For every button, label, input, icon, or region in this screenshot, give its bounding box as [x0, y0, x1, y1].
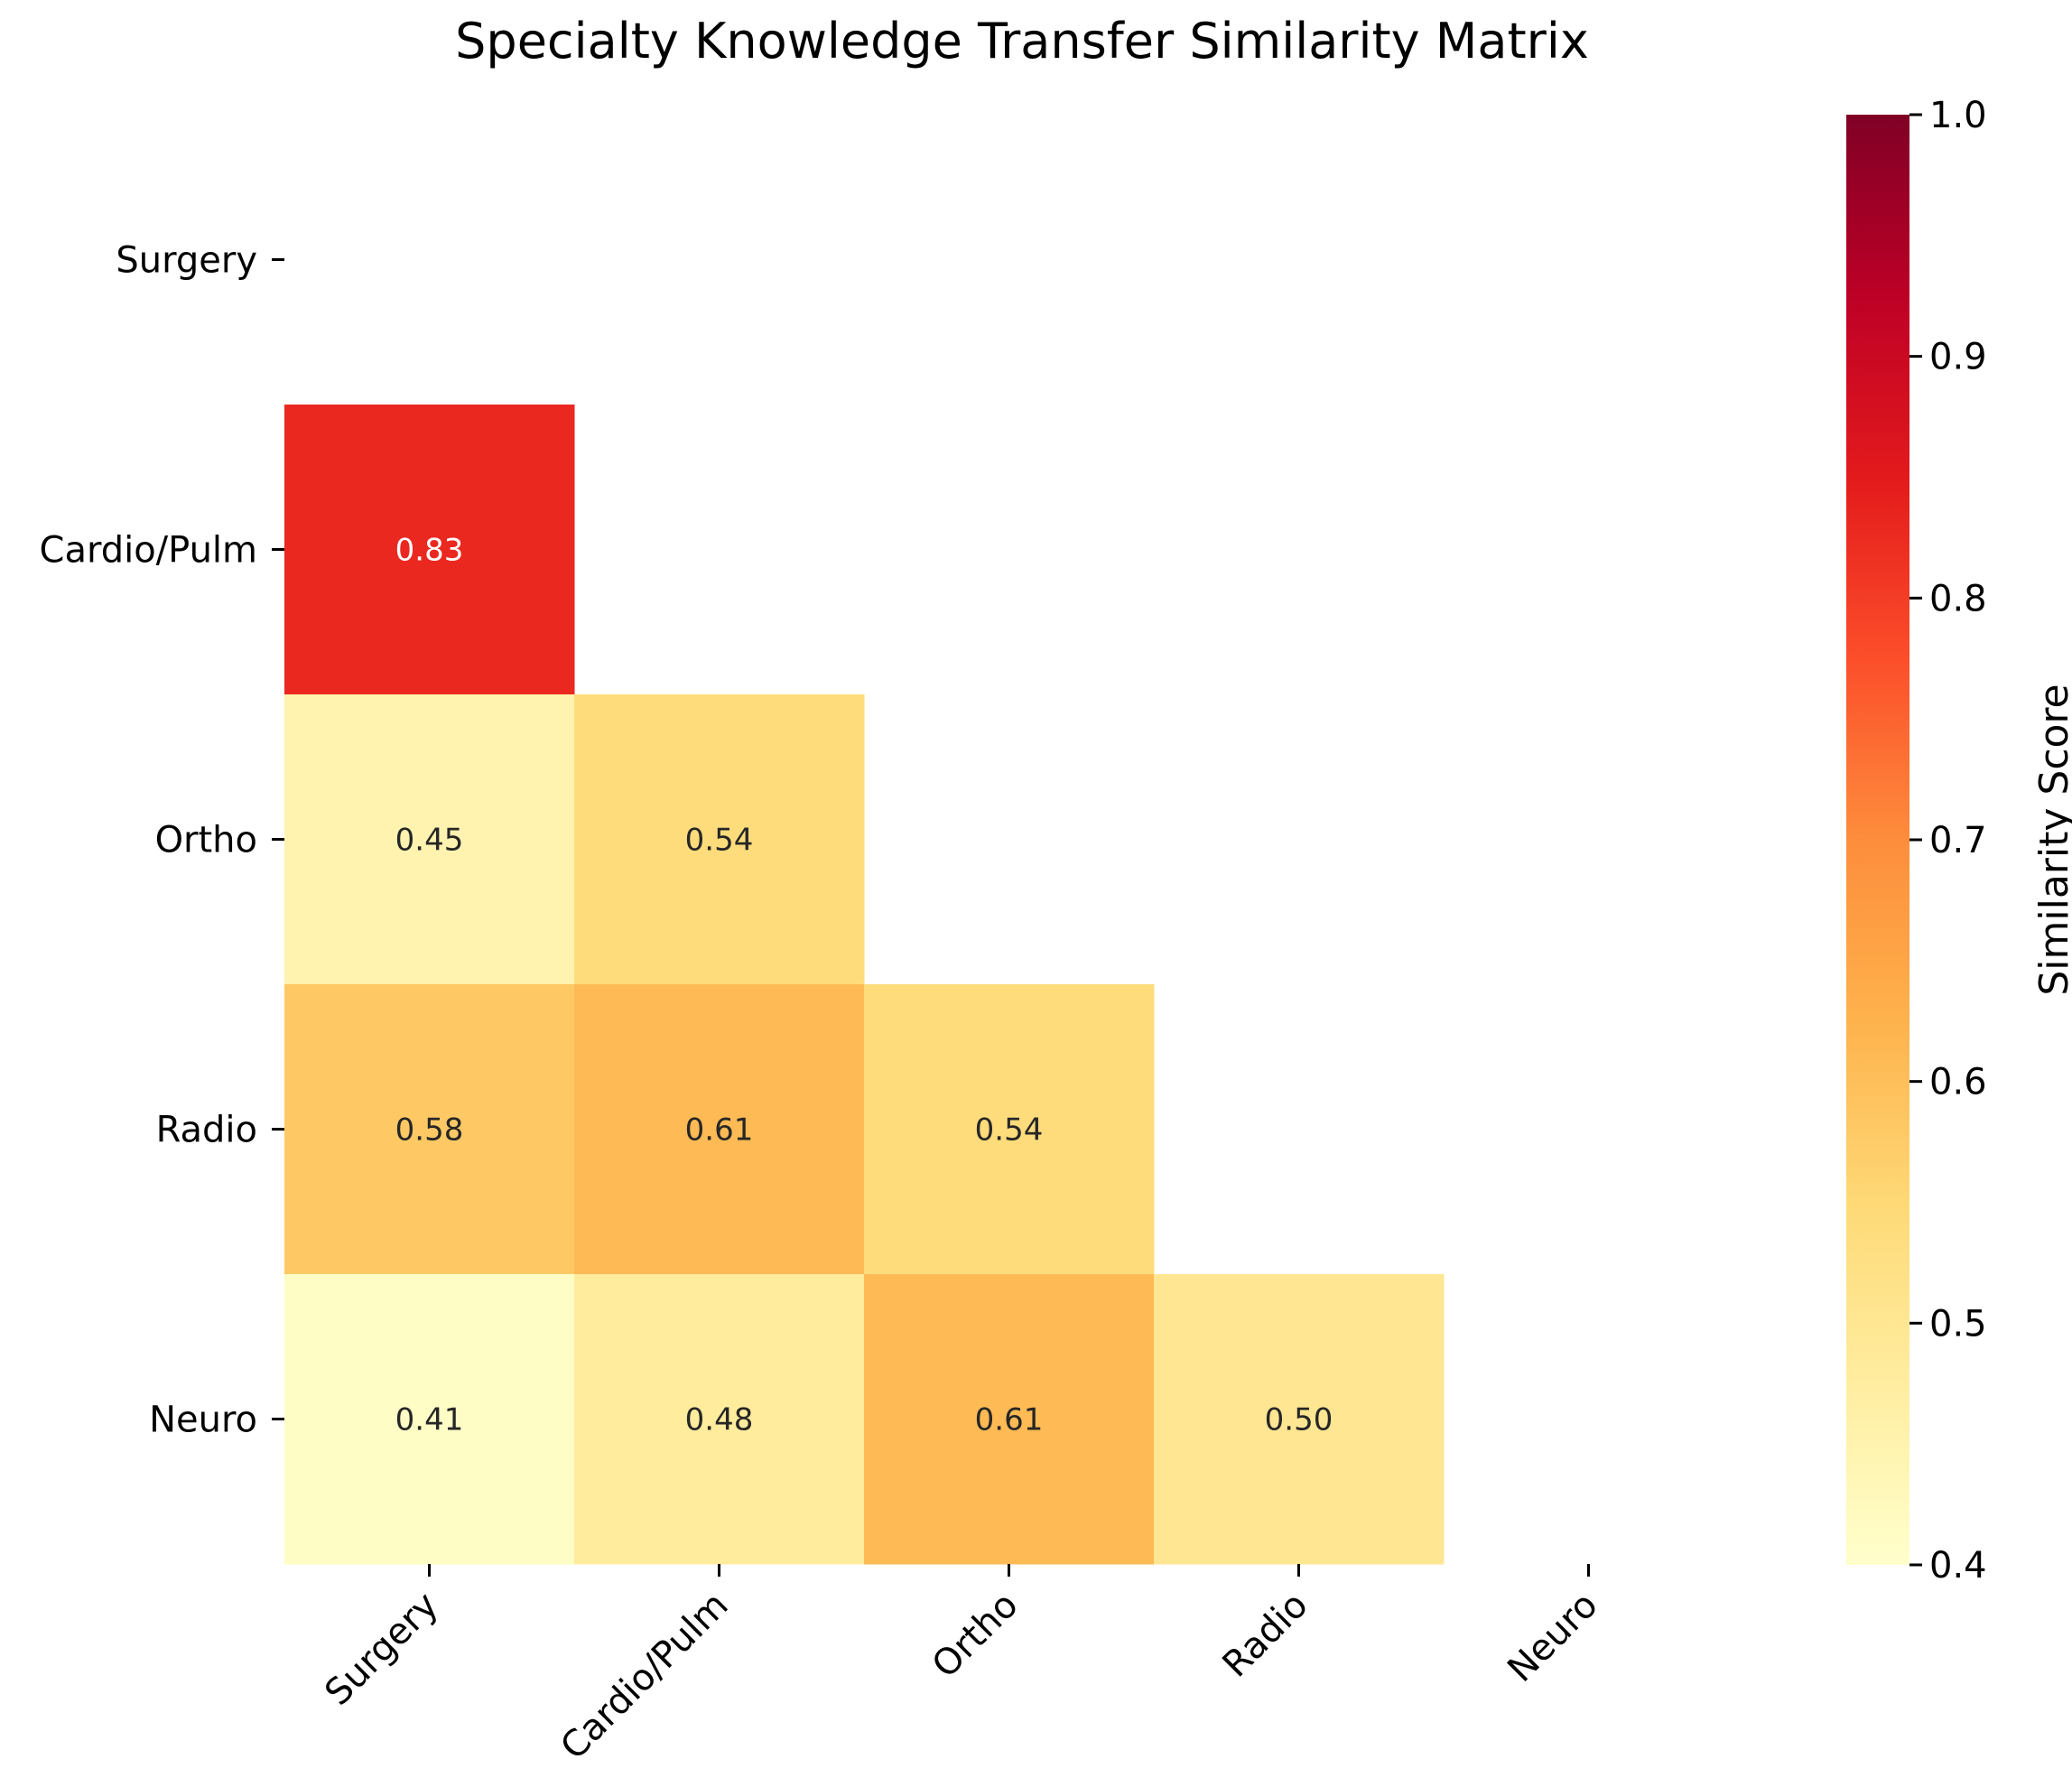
colorbar-tick-label-1-0: 1.0 [1929, 95, 1987, 136]
y-tick-label-radio: Radio [156, 1110, 257, 1151]
heatmap-cell-neuro-ortho [864, 1274, 1155, 1565]
y-tick-label-neuro: Neuro [149, 1400, 257, 1441]
heatmap-cell-neuro-cardio-pulm [574, 1274, 865, 1565]
cell-label-radio-cardio-pulm: 0.61 [685, 1112, 754, 1149]
cell-label-radio-surgery: 0.58 [395, 1112, 464, 1149]
colorbar-tick-label-0-6: 0.6 [1929, 1062, 1987, 1103]
colorbar-tick-label-0-4: 0.4 [1929, 1545, 1987, 1587]
colorbar: 0.4 0.5 0.6 0.7 0.8 0.9 1.0 Similarity Score [1846, 95, 2072, 1587]
heatmap-cell-radio-cardio-pulm [574, 984, 865, 1275]
colorbar-ticks: 0.4 0.5 0.6 0.7 0.8 0.9 1.0 [1909, 95, 1987, 1587]
heatmap-cell-ortho-cardio-pulm [574, 694, 865, 985]
x-axis: Surgery Cardio/Pulm Ortho Radio Neuro [317, 1564, 1606, 1768]
x-tick-label-ortho: Ortho [925, 1585, 1027, 1687]
y-tick-label-cardio-pulm: Cardio/Pulm [40, 530, 257, 572]
y-axis: Surgery Cardio/Pulm Ortho Radio Neuro [40, 240, 284, 1441]
colorbar-label: Similarity Score [2031, 684, 2072, 995]
cell-label-radio-ortho: 0.54 [975, 1112, 1044, 1149]
x-tick-label-surgery: Surgery [317, 1585, 446, 1714]
y-tick-label-ortho: Ortho [155, 820, 257, 861]
cell-label-neuro-cardio-pulm: 0.48 [685, 1402, 754, 1438]
cell-label-neuro-ortho: 0.61 [975, 1402, 1044, 1438]
colorbar-tick-label-0-5: 0.5 [1929, 1303, 1987, 1345]
colorbar-tick-label-0-7: 0.7 [1929, 820, 1987, 861]
colorbar-gradient [1846, 115, 1909, 1565]
x-tick-label-cardio-pulm: Cardio/Pulm [553, 1585, 736, 1768]
colorbar-tick-label-0-8: 0.8 [1929, 578, 1987, 619]
cell-label-neuro-surgery: 0.41 [395, 1402, 464, 1438]
cell-label-ortho-cardio-pulm: 0.54 [685, 823, 754, 859]
cell-label-cardio-pulm-surgery: 0.83 [395, 533, 464, 569]
x-tick-label-radio: Radio [1215, 1585, 1316, 1686]
y-tick-label-surgery: Surgery [116, 240, 257, 282]
heatmap-cell-ortho-surgery [284, 694, 575, 985]
heatmap-cell-cardio-pulm-surgery [284, 405, 575, 695]
heatmap-cell-neuro-surgery [284, 1274, 575, 1565]
cell-label-neuro-radio: 0.50 [1265, 1402, 1333, 1438]
colorbar-tick-label-0-9: 0.9 [1929, 337, 1987, 378]
heatmap-cells [284, 405, 1445, 1565]
heatmap-cell-neuro-radio [1154, 1274, 1445, 1565]
heatmap-cell-radio-ortho [864, 984, 1155, 1275]
heatmap-cell-labels: 0.83 0.45 0.54 0.58 0.61 0.54 0.41 0.48 0.61 0.50 [395, 533, 1333, 1438]
chart-title: Specialty Knowledge Transfer Similarity … [455, 13, 1589, 70]
x-tick-label-neuro: Neuro [1500, 1585, 1605, 1690]
heatmap-cell-radio-surgery [284, 984, 575, 1275]
cell-label-ortho-surgery: 0.45 [395, 823, 464, 859]
